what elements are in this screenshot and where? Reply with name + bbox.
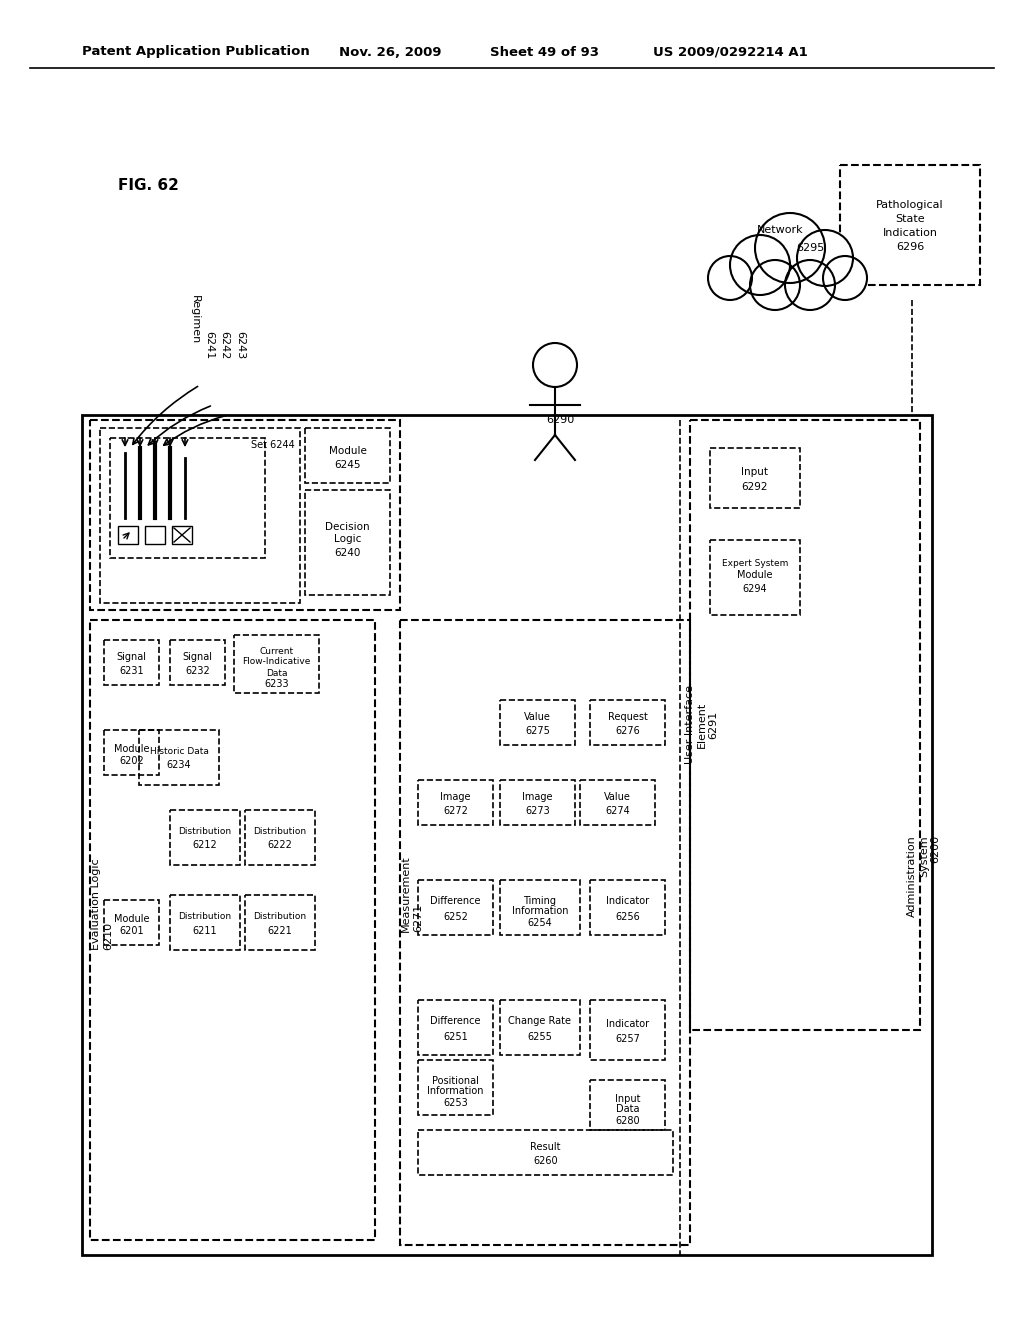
Text: Information: Information xyxy=(512,907,568,916)
Circle shape xyxy=(823,256,867,300)
Text: Indicator: Indicator xyxy=(606,896,649,907)
Text: Data: Data xyxy=(266,668,288,677)
Text: Nov. 26, 2009: Nov. 26, 2009 xyxy=(339,45,441,58)
Text: Distribution: Distribution xyxy=(178,912,231,921)
Text: 6234: 6234 xyxy=(167,760,191,771)
Text: Timing: Timing xyxy=(523,896,556,907)
Text: 6251: 6251 xyxy=(443,1031,468,1041)
Text: 6245: 6245 xyxy=(334,461,360,470)
Text: 6296: 6296 xyxy=(896,242,924,252)
Text: US 2009/0292214 A1: US 2009/0292214 A1 xyxy=(652,45,807,58)
Circle shape xyxy=(730,235,790,294)
Text: 6212: 6212 xyxy=(193,841,217,850)
Bar xyxy=(735,257,855,288)
Text: State: State xyxy=(895,214,925,224)
Text: 6255: 6255 xyxy=(527,1031,552,1041)
Text: Administration
System
6200: Administration System 6200 xyxy=(907,836,941,917)
Text: 6253: 6253 xyxy=(443,1098,468,1109)
Bar xyxy=(118,525,138,544)
Text: Measurement
6271: Measurement 6271 xyxy=(401,855,423,932)
Text: 6257: 6257 xyxy=(615,1034,640,1044)
Bar xyxy=(145,525,165,544)
Text: 6231: 6231 xyxy=(119,665,143,676)
Text: Module: Module xyxy=(737,570,773,581)
Text: 6241: 6241 xyxy=(204,331,214,359)
Text: Positional: Positional xyxy=(432,1077,479,1086)
Text: 6294: 6294 xyxy=(742,585,767,594)
Text: Indicator: Indicator xyxy=(606,1019,649,1030)
Text: Input: Input xyxy=(741,467,768,477)
Text: Indication: Indication xyxy=(883,228,938,238)
Text: Module: Module xyxy=(329,446,367,455)
Text: Evaluation Logic
6210: Evaluation Logic 6210 xyxy=(91,858,113,950)
Text: Decision: Decision xyxy=(326,521,370,532)
Text: 6211: 6211 xyxy=(193,925,217,936)
Text: Result: Result xyxy=(530,1142,561,1151)
Text: Image: Image xyxy=(522,792,553,803)
Text: 6273: 6273 xyxy=(525,807,550,817)
Text: 6232: 6232 xyxy=(185,665,210,676)
Text: Information: Information xyxy=(427,1086,483,1097)
Circle shape xyxy=(797,230,853,286)
Text: Network: Network xyxy=(757,224,803,235)
Text: Logic: Logic xyxy=(334,533,361,544)
Text: Flow-Indicative: Flow-Indicative xyxy=(243,657,310,667)
Text: 6292: 6292 xyxy=(741,482,768,492)
Text: Patent Application Publication: Patent Application Publication xyxy=(82,45,309,58)
Bar xyxy=(172,525,193,544)
Text: 6260: 6260 xyxy=(534,1156,558,1167)
Circle shape xyxy=(750,260,800,310)
Text: 6242: 6242 xyxy=(219,331,229,359)
Text: 6221: 6221 xyxy=(267,925,293,936)
Circle shape xyxy=(755,213,825,282)
Text: 6276: 6276 xyxy=(615,726,640,737)
Text: 6252: 6252 xyxy=(443,912,468,921)
Text: 6272: 6272 xyxy=(443,807,468,817)
Text: Value: Value xyxy=(604,792,631,803)
Text: 6233: 6233 xyxy=(264,678,289,689)
Text: Input: Input xyxy=(614,1094,640,1104)
Text: Pathological: Pathological xyxy=(877,201,944,210)
Text: 6280: 6280 xyxy=(615,1115,640,1126)
Text: Image: Image xyxy=(440,792,471,803)
Text: User Interface
Element
6291: User Interface Element 6291 xyxy=(685,685,719,764)
Text: 6274: 6274 xyxy=(605,807,630,817)
Text: Expert System: Expert System xyxy=(722,558,788,568)
Text: 6275: 6275 xyxy=(525,726,550,737)
Text: Difference: Difference xyxy=(430,1016,480,1027)
Text: Module: Module xyxy=(114,743,150,754)
Text: FIG. 62: FIG. 62 xyxy=(118,177,179,193)
Circle shape xyxy=(708,256,752,300)
Text: Distribution: Distribution xyxy=(178,828,231,836)
Text: Signal: Signal xyxy=(182,652,213,663)
Circle shape xyxy=(785,260,835,310)
Text: 6254: 6254 xyxy=(527,919,552,928)
Text: 6256: 6256 xyxy=(615,912,640,921)
Text: Distribution: Distribution xyxy=(253,828,306,836)
Text: Module: Module xyxy=(114,913,150,924)
Text: Current: Current xyxy=(259,648,294,656)
Text: Value: Value xyxy=(524,713,551,722)
Text: Set 6244: Set 6244 xyxy=(251,440,295,450)
Text: Regimen: Regimen xyxy=(190,296,200,345)
Text: 6202: 6202 xyxy=(119,755,144,766)
Text: Distribution: Distribution xyxy=(253,912,306,921)
Text: 6222: 6222 xyxy=(267,841,293,850)
Text: 6201: 6201 xyxy=(119,925,143,936)
Text: Difference: Difference xyxy=(430,896,480,907)
Text: Change Rate: Change Rate xyxy=(509,1016,571,1027)
Text: Sheet 49 of 93: Sheet 49 of 93 xyxy=(490,45,599,58)
Text: 6243: 6243 xyxy=(234,331,245,359)
Text: 6240: 6240 xyxy=(334,548,360,557)
Text: 6295: 6295 xyxy=(796,243,824,253)
Text: Historic Data: Historic Data xyxy=(150,747,209,756)
Text: Request: Request xyxy=(607,713,647,722)
Text: 6290: 6290 xyxy=(546,414,574,425)
Text: Data: Data xyxy=(615,1104,639,1114)
Text: Signal: Signal xyxy=(117,652,146,663)
